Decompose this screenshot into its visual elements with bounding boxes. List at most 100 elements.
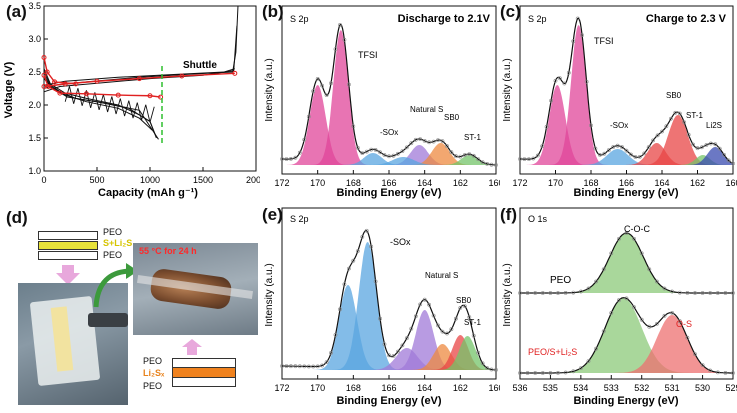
c-peaks-datapoint [615, 143, 620, 148]
c-peaks-datapoint [562, 81, 567, 86]
a-red-marker [57, 90, 63, 96]
b-peaks-datapoint [440, 139, 445, 144]
e-peaks-datapoint [471, 333, 476, 338]
a-ytick-label: 3.5 [28, 1, 41, 11]
a-red-marker [147, 93, 153, 99]
e-peaks-datapoint [476, 350, 481, 355]
b-peaks-datapoint [458, 154, 463, 159]
b-peaks-datapoint [342, 37, 347, 42]
panel-b: 172 170 168 166 164 162 160 S 2p Discharge to … [260, 0, 504, 200]
c-peaks-datapoint [713, 142, 718, 147]
a-ylabel: Voltage (V) [3, 61, 15, 118]
b-ticks-label: 164 [417, 178, 432, 188]
e-peaks-datapoint [422, 297, 427, 302]
e-peaks-datapoint [342, 282, 347, 287]
f-peaks-datapoint [579, 366, 583, 371]
b-peaks-datapoint [409, 141, 414, 146]
b-peaks-datapoint [306, 114, 311, 119]
e-peaks-datapoint [462, 304, 467, 309]
c-peaks-datapoint [704, 143, 709, 147]
f-peaks-datapoint [617, 237, 621, 241]
c-peaks-datapoint [566, 70, 571, 75]
f-peak-os: O-S [676, 319, 692, 329]
c-peaks-datapoint [580, 33, 585, 38]
b-peaks-datapoint [494, 163, 498, 167]
panel-e-chart: 172 170 168 166 164 162 160 S 2p -SOx Natural … [264, 207, 504, 407]
b-peaks-datapoint [329, 81, 333, 86]
b-peaks-datapoint [351, 124, 356, 129]
e-peaks-datapoint [351, 258, 356, 263]
b-peaks-datapoint [288, 156, 293, 161]
a-red-marker [179, 73, 185, 79]
c-peak-sox: -SOx [610, 121, 628, 130]
b-peaks-datapoint [404, 145, 409, 150]
f-peaks-envelope [520, 232, 733, 294]
b-peaks-datapoint [471, 153, 476, 158]
b-peaks-datapoint [284, 157, 289, 162]
c-peaks-datapoint [611, 145, 616, 149]
c-peaks-datapoint [553, 78, 558, 83]
b-peaks-datapoint [373, 147, 378, 152]
b-peak-st1: ST-1 [464, 133, 481, 142]
e-peaks-datapoint [427, 302, 432, 307]
a-discharge-curve [43, 78, 159, 140]
a-xtick-label: 0 [41, 175, 46, 185]
a-red-marker [41, 54, 47, 60]
e-peak-st1: ST-1 [464, 318, 481, 327]
membrane-photo [18, 283, 128, 405]
b-ticks-label: 168 [346, 178, 361, 188]
b-peaks-datapoint [453, 154, 458, 159]
c-peak-tfsi: TFSI [594, 36, 614, 46]
panel-f-label: (f) [500, 205, 517, 224]
f-peaks-envelope [520, 297, 733, 374]
c-peaks-datapoint [646, 145, 651, 150]
c-peaks-envelope [520, 17, 733, 164]
f-peaks-datapoint [654, 322, 659, 326]
shuttle-label: Shuttle [183, 60, 217, 71]
arrow-up-icon [182, 339, 202, 355]
b-peaks-datapoint [395, 151, 400, 156]
panel-e-label: (e) [262, 205, 283, 224]
b-peak-natural-s: Natural S [410, 105, 443, 114]
b-peaks-datapoint [480, 160, 485, 165]
e-peaks-datapoint [288, 364, 293, 369]
c-peaks-datapoint [531, 156, 536, 161]
a-red-marker [83, 91, 89, 97]
b-peaks-datapoint [338, 22, 342, 27]
a-xtick-label: 1500 [193, 175, 213, 185]
e-peaks-datapoint [400, 343, 405, 348]
c-peaks-datapoint [571, 39, 576, 44]
c-peaks-datapoint [598, 152, 602, 157]
b-peaks-peak [282, 157, 496, 165]
e-ticks-label: 164 [417, 383, 432, 393]
f-peaks-datapoint [601, 267, 606, 272]
f-peaks-datapoint [662, 313, 667, 318]
e-xlabel: Binding Energy (eV) [336, 395, 441, 407]
b-peaks-peak [282, 143, 496, 165]
b-peaks-datapoint [445, 144, 449, 148]
e-peaks-datapoint [369, 244, 374, 249]
e-peaks-datapoint [360, 234, 365, 239]
f-peaks-datapoint [518, 291, 522, 295]
e-peaks-peak [282, 348, 496, 370]
e-ticks-label: 168 [346, 383, 361, 393]
e-peaks-datapoint [306, 364, 311, 369]
b-peaks-datapoint [391, 153, 396, 158]
e-peaks-datapoint [320, 363, 325, 368]
c-peaks-datapoint [637, 154, 642, 159]
c-peaks-peak [520, 147, 733, 165]
e-peaks-datapoint [311, 364, 316, 369]
c-peaks-datapoint [624, 148, 629, 153]
e-peaks-datapoint [347, 266, 351, 271]
e-ticks-label: 160 [488, 383, 500, 393]
a-xtick-label: 500 [89, 175, 104, 185]
e-peaks-datapoint [355, 249, 360, 254]
f-ticks-label: 531 [665, 383, 680, 393]
b-peaks-datapoint [485, 161, 490, 166]
a-red-marker [158, 94, 164, 100]
f-peaks-datapoint [540, 291, 545, 295]
heated-cell-photo: 55 °C for 24 h [133, 243, 258, 335]
f-peaks-datapoint [723, 291, 728, 295]
a-red-marker [62, 81, 68, 87]
f-peaks-datapoint [556, 370, 560, 375]
